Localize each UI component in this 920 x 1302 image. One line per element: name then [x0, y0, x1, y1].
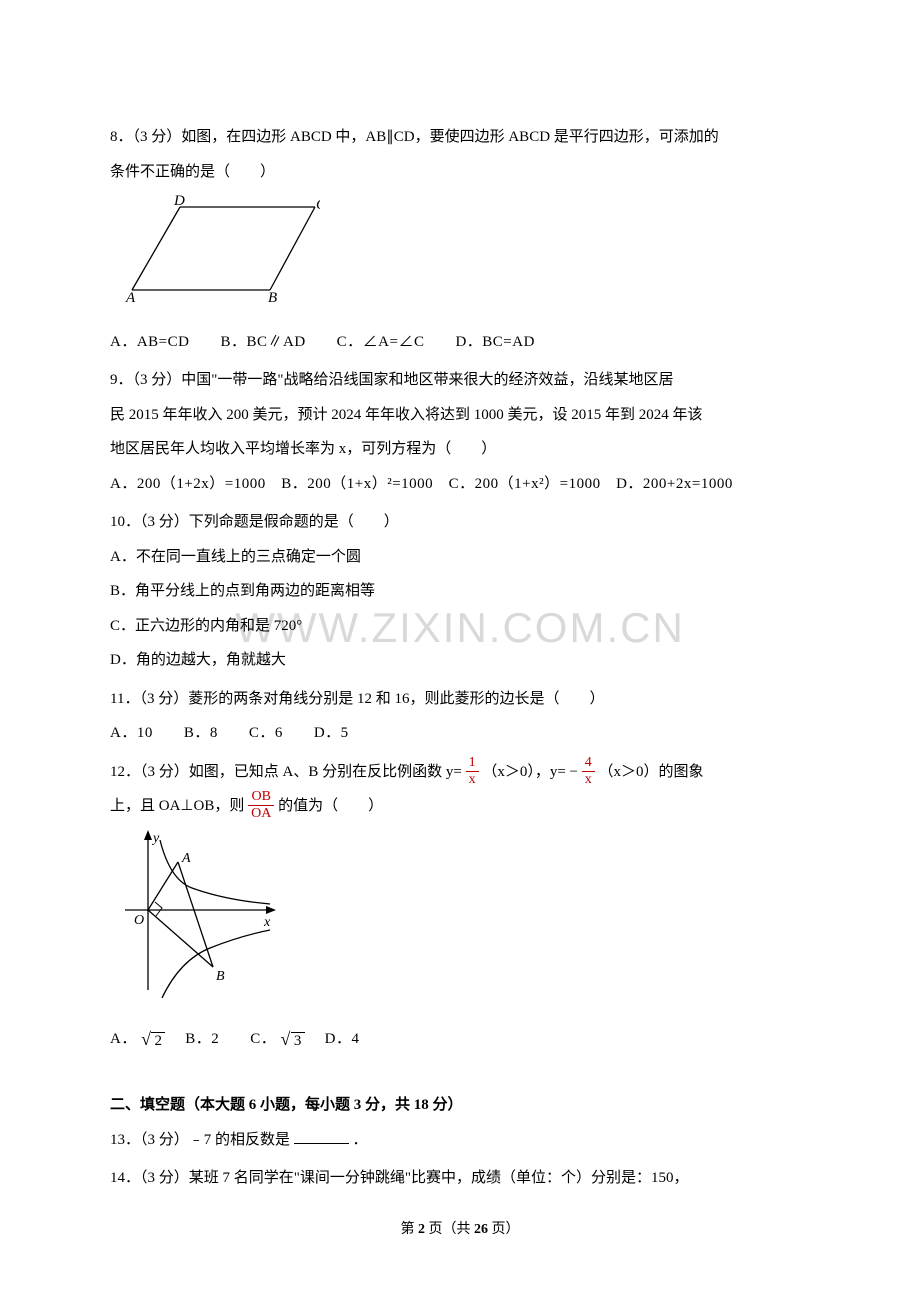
coordinate-graph: O y x A B [120, 830, 280, 1000]
opt-a-pre: A． [110, 1031, 137, 1047]
parallelogram-diagram: A B C D [120, 195, 320, 305]
svg-text:B: B [268, 290, 277, 305]
svg-text:D: D [173, 195, 185, 209]
q9-options: A．200（1+2x）=1000 B．200（1+x）²=1000 C．200（… [110, 467, 810, 502]
q10-opt-d: D．角的边越大，角就越大 [110, 643, 810, 678]
q8-options: A．AB=CD B．BC∥AD C．∠A=∠C D．BC=AD [110, 325, 810, 360]
q10-stem: 10．（3 分）下列命题是假命题的是（ ） [110, 505, 810, 540]
fraction-4-over-x: 4 x [582, 756, 595, 787]
q12-text-c: （x＞0）的图象 [598, 764, 703, 780]
svg-text:B: B [216, 969, 225, 984]
section-2-heading: 二、填空题（本大题 6 小题，每小题 3 分，共 18 分） [110, 1088, 810, 1123]
frac-num: 4 [582, 756, 595, 772]
frac-den: x [466, 772, 479, 787]
q9-line1: 9．（3 分）中国"一带一路"战略给沿线国家和地区带来很大的经济效益，沿线某地区… [110, 363, 810, 398]
footer-mid: 页（共 [425, 1222, 474, 1237]
page-content: 8．（3 分）如图，在四边形 ABCD 中，AB∥CD，要使四边形 ABCD 是… [110, 120, 810, 1246]
q12-stem-line1: 12．（3 分）如图，已知点 A、B 分别在反比例函数 y= 1 x （x＞0）… [110, 755, 810, 790]
svg-text:x: x [263, 915, 271, 930]
q12-line2-a: 上，且 OA⊥OB，则 [110, 798, 244, 814]
svg-text:A: A [125, 290, 136, 305]
opt-b-c-pre: B．2 C． [170, 1031, 277, 1047]
question-9: 9．（3 分）中国"一带一路"战略给沿线国家和地区带来很大的经济效益，沿线某地区… [110, 363, 810, 501]
fraction-ob-over-oa: OB OA [248, 790, 274, 821]
frac-den: x [582, 772, 595, 787]
opt-d: D．4 [309, 1031, 359, 1047]
q12-text-a: 12．（3 分）如图，已知点 A、B 分别在反比例函数 y= [110, 764, 462, 780]
q9-line2: 民 2015 年年收入 200 美元，预计 2024 年年收入将达到 1000 … [110, 398, 810, 433]
fraction-1-over-x: 1 x [466, 756, 479, 787]
question-8: 8．（3 分）如图，在四边形 ABCD 中，AB∥CD，要使四边形 ABCD 是… [110, 120, 810, 359]
q10-opt-c: C．正六边形的内角和是 720° [110, 609, 810, 644]
question-13: 13．（3 分）﹣7 的相反数是 ． [110, 1123, 810, 1158]
frac-num: OB [248, 790, 274, 806]
q11-stem: 11．（3 分）菱形的两条对角线分别是 12 和 16，则此菱形的边长是（ ） [110, 682, 810, 717]
blank-answer [294, 1129, 349, 1144]
page-footer: 第 2 页（共 26 页） [110, 1214, 810, 1246]
sqrt-3: √3 [281, 1019, 305, 1060]
svg-text:O: O [134, 913, 144, 928]
footer-post: 页） [488, 1222, 520, 1237]
q8-stem-line1: 8．（3 分）如图，在四边形 ABCD 中，AB∥CD，要使四边形 ABCD 是… [110, 120, 810, 155]
footer-pre: 第 [401, 1222, 419, 1237]
question-14: 14．（3 分）某班 7 名同学在"课间一分钟跳绳"比赛中，成绩（单位：个）分别… [110, 1161, 810, 1196]
svg-text:y: y [151, 831, 160, 846]
footer-total: 26 [474, 1222, 488, 1237]
q8-figure: A B C D [120, 195, 810, 319]
frac-num: 1 [466, 756, 479, 772]
svg-text:C: C [316, 197, 320, 213]
sqrt-value: 2 [151, 1032, 165, 1049]
q10-opt-b: B．角平分线上的点到角两边的距离相等 [110, 574, 810, 609]
q12-text-b: （x＞0），y= − [482, 764, 578, 780]
sqrt-2: √2 [141, 1019, 165, 1060]
q12-options: A． √2 B．2 C． √3 D．4 [110, 1019, 810, 1060]
q10-opt-a: A．不在同一直线上的三点确定一个圆 [110, 540, 810, 575]
q14-text: 14．（3 分）某班 7 名同学在"课间一分钟跳绳"比赛中，成绩（单位：个）分别… [110, 1170, 689, 1186]
question-11: 11．（3 分）菱形的两条对角线分别是 12 和 16，则此菱形的边长是（ ） … [110, 682, 810, 751]
q11-options: A．10 B．8 C．6 D．5 [110, 716, 810, 751]
question-10: 10．（3 分）下列命题是假命题的是（ ） A．不在同一直线上的三点确定一个圆 … [110, 505, 810, 678]
question-12: 12．（3 分）如图，已知点 A、B 分别在反比例函数 y= 1 x （x＞0）… [110, 755, 810, 1061]
svg-text:A: A [181, 851, 191, 866]
q13-post: ． [353, 1132, 368, 1148]
frac-den: OA [248, 806, 274, 821]
q12-line2-b: 的值为（ ） [278, 798, 383, 814]
q12-figure: O y x A B [120, 830, 810, 1014]
sqrt-value: 3 [291, 1032, 305, 1049]
q9-line3: 地区居民年人均收入平均增长率为 x，可列方程为（ ） [110, 432, 810, 467]
footer-page: 2 [418, 1222, 425, 1237]
q8-stem-line2: 条件不正确的是（ ） [110, 155, 810, 190]
q12-stem-line2: 上，且 OA⊥OB，则 OB OA 的值为（ ） [110, 789, 810, 824]
q13-pre: 13．（3 分）﹣7 的相反数是 [110, 1132, 290, 1148]
